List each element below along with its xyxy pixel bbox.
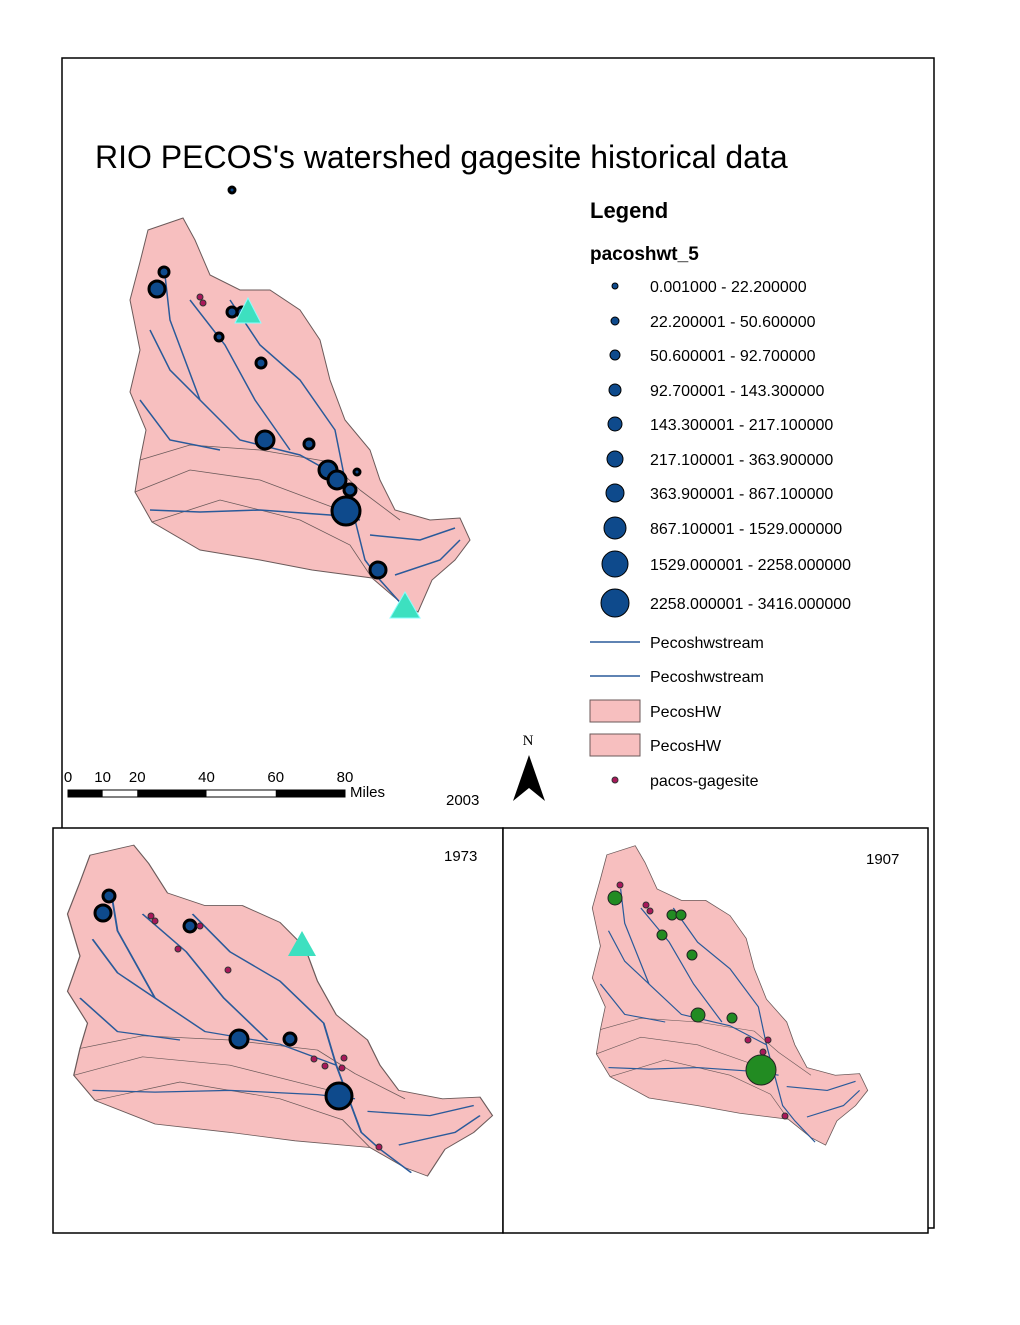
legend-symbol xyxy=(603,516,627,540)
legend-label: 50.600001 - 92.700000 xyxy=(650,348,816,365)
legend-symbol xyxy=(606,450,624,468)
scale-unit: Miles xyxy=(350,784,385,801)
scale-bar: 0 10 20 40 60 80 xyxy=(64,769,354,798)
legend-symbol xyxy=(609,349,621,361)
scale-label: 80 xyxy=(337,769,354,786)
legend-label: 217.100001 - 363.900000 xyxy=(650,452,833,469)
scale-segment xyxy=(68,790,103,797)
triangle xyxy=(288,931,316,956)
legend-symbol xyxy=(610,316,620,326)
north-label: N xyxy=(523,733,534,749)
panel-year-1973: 1973 xyxy=(444,848,477,865)
legend-symbol xyxy=(607,416,623,432)
legend-layer: pacoshwt_5 xyxy=(590,244,699,265)
legend-label: PecosHW xyxy=(650,704,722,721)
legend-label: 2258.000001 - 3416.000000 xyxy=(650,596,851,613)
legend-symbol xyxy=(605,483,625,503)
legend-symbol xyxy=(600,588,630,618)
watershed-2003 xyxy=(129,217,471,613)
scale-label: 20 xyxy=(129,769,146,786)
legend-label: 143.300001 - 217.100000 xyxy=(650,417,833,434)
panel-year-1907: 1907 xyxy=(866,851,899,868)
legend-symbol xyxy=(601,550,629,578)
map-title: RIO PECOS's watershed gagesite historica… xyxy=(95,139,788,175)
scale-label: 60 xyxy=(267,769,284,786)
legend-polygon xyxy=(589,733,641,757)
legend-label: pacos-gagesite xyxy=(650,773,759,790)
gages-1907 xyxy=(607,881,789,1120)
scale-segment xyxy=(137,790,207,797)
legend-symbol xyxy=(611,282,619,290)
legend: 0.001000 - 22.200000 22.200001 - 50.60000… xyxy=(589,279,851,790)
scale-label: 40 xyxy=(198,769,215,786)
scale-label: 0 xyxy=(64,769,72,786)
legend-label: 1529.000001 - 2258.000000 xyxy=(650,557,851,574)
legend-label: 363.900001 - 867.100000 xyxy=(650,486,833,503)
legend-symbol xyxy=(611,776,619,784)
legend-label: PecosHW xyxy=(650,738,722,755)
legend-symbol xyxy=(608,383,622,397)
scale-label: 10 xyxy=(94,769,111,786)
panel-year-2003: 2003 xyxy=(446,792,479,809)
gages-1973 xyxy=(93,888,383,1151)
gages-2003 xyxy=(147,185,421,619)
legend-title: Legend xyxy=(590,198,668,223)
legend-label: 0.001000 - 22.200000 xyxy=(650,279,807,296)
legend-label: Pecoshwstream xyxy=(650,669,764,686)
scale-segment xyxy=(275,790,345,797)
north-arrow xyxy=(513,755,545,801)
legend-label: 867.100001 - 1529.000000 xyxy=(650,521,842,538)
legend-polygon xyxy=(589,699,641,723)
legend-label: Pecoshwstream xyxy=(650,635,764,652)
legend-label: 22.200001 - 50.600000 xyxy=(650,314,816,331)
legend-label: 92.700001 - 143.300000 xyxy=(650,383,824,400)
